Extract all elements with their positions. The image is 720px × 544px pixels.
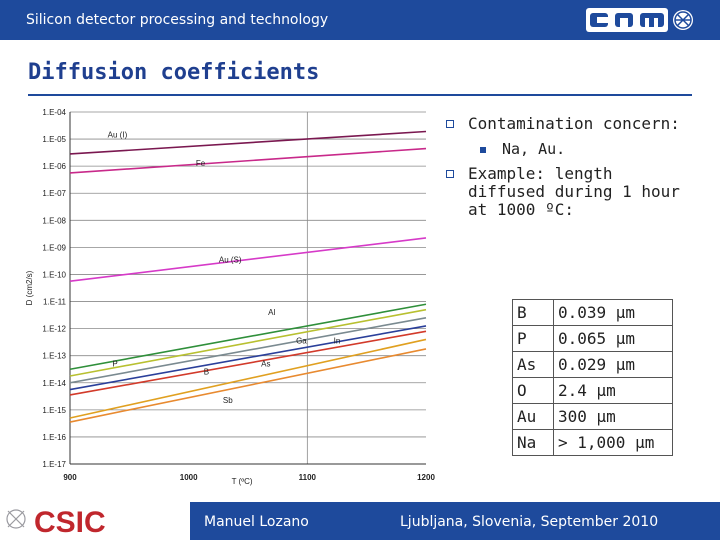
y-tick-label: 1.E-17 — [42, 460, 66, 469]
x-tick-label: 1000 — [180, 473, 198, 482]
csic-logo: CSIC — [6, 506, 106, 539]
series-label: Au (I) — [108, 131, 128, 140]
bullet-text-line: Example: length — [468, 164, 613, 183]
series-label: In — [334, 337, 341, 346]
series-line-al — [69, 303, 427, 371]
y-tick-label: 1.E-04 — [42, 108, 66, 117]
sub-bullet-icon — [480, 147, 486, 153]
diffusion-length-table: B 0.039 µm P 0.065 µm As 0.029 µm O 2.4 µm A… — [512, 299, 673, 456]
x-tick-label: 900 — [63, 473, 77, 482]
bullet-text: Contamination concern: — [468, 114, 680, 133]
y-tick-label: 1.E-10 — [42, 270, 66, 279]
series-line-fe — [69, 147, 427, 174]
bullet-text-line: at 1000 ºC: — [468, 200, 574, 219]
x-tick-label: 1100 — [299, 473, 317, 482]
series-line-ga — [69, 308, 427, 377]
series-line-as — [69, 338, 427, 419]
value-cell: 0.065 µm — [553, 325, 673, 352]
bullet-text-line: diffused during 1 hour — [468, 182, 680, 201]
y-tick-label: 1.E-07 — [42, 189, 66, 198]
series-label: As — [261, 360, 270, 369]
value-cell: 2.4 µm — [553, 377, 673, 404]
series-label: Au (S) — [219, 255, 242, 264]
y-tick-label: 1.E-16 — [42, 433, 66, 442]
series-line-in — [69, 316, 427, 384]
table-row: Na > 1,000 µm — [512, 429, 673, 456]
series-line-au-s- — [69, 237, 427, 283]
series-label: P — [112, 360, 117, 369]
x-axis-label: T (ºC) — [232, 477, 253, 486]
series-label: Ga — [296, 337, 307, 346]
value-cell: 0.039 µm — [553, 299, 673, 326]
element-cell: Au — [512, 403, 554, 430]
table-row: O 2.4 µm — [512, 377, 673, 404]
table-row: As 0.029 µm — [512, 351, 673, 378]
bullet-square-icon — [446, 120, 454, 128]
value-cell: 0.029 µm — [553, 351, 673, 378]
x-tick-label: 1200 — [417, 473, 435, 482]
table-row: Au 300 µm — [512, 403, 673, 430]
series-line-sb — [69, 348, 427, 423]
event-place-date: Ljubljana, Slovenia, September 2010 — [400, 514, 659, 530]
y-tick-label: 1.E-13 — [42, 352, 66, 361]
element-cell: P — [512, 325, 554, 352]
value-cell: > 1,000 µm — [553, 429, 673, 456]
y-tick-label: 1.E-11 — [43, 298, 67, 307]
series-line-au-i- — [69, 130, 427, 155]
series-line-p — [69, 325, 427, 391]
slide-title: Diffusion coefficients — [28, 60, 320, 85]
element-cell: B — [512, 299, 554, 326]
element-cell: As — [512, 351, 554, 378]
y-tick-label: 1.E-12 — [42, 325, 66, 334]
presenter-name: Manuel Lozano — [204, 514, 309, 530]
csic-wordmark: CSIC — [34, 506, 106, 539]
y-tick-label: 1.E-08 — [42, 216, 66, 225]
series-label: Fe — [196, 159, 206, 168]
element-cell: O — [512, 377, 554, 404]
element-cell: Na — [512, 429, 554, 456]
y-tick-label: 1.E-14 — [42, 379, 66, 388]
csic-logo-area: CSIC — [0, 502, 190, 540]
bullet-square-icon — [446, 170, 454, 178]
header-title: Silicon detector processing and technolo… — [26, 12, 329, 28]
table-row: B 0.039 µm — [512, 299, 673, 326]
sub-bullet-text: Na, Au. — [502, 140, 566, 158]
cnm-logo — [586, 8, 693, 32]
diffusion-chart: 1.E-04 1.E-05 1.E-06 1.E-07 1.E-08 1.E-09 1.E-… — [25, 108, 435, 486]
y-tick-label: 1.E-06 — [42, 162, 66, 171]
table-row: P 0.065 µm — [512, 325, 673, 352]
y-axis-label: D (cm2/s) — [25, 270, 34, 305]
series-line-b — [69, 330, 427, 396]
y-tick-label: 1.E-09 — [42, 243, 66, 252]
series-label: Sb — [223, 396, 233, 405]
title-rule — [28, 94, 692, 96]
series-label: Al — [268, 308, 275, 317]
header-bar: Silicon detector processing and technolo… — [0, 0, 720, 40]
y-tick-label: 1.E-05 — [42, 135, 66, 144]
series-label: B — [204, 368, 209, 377]
y-tick-label: 1.E-15 — [42, 406, 66, 415]
value-cell: 300 µm — [553, 403, 673, 430]
